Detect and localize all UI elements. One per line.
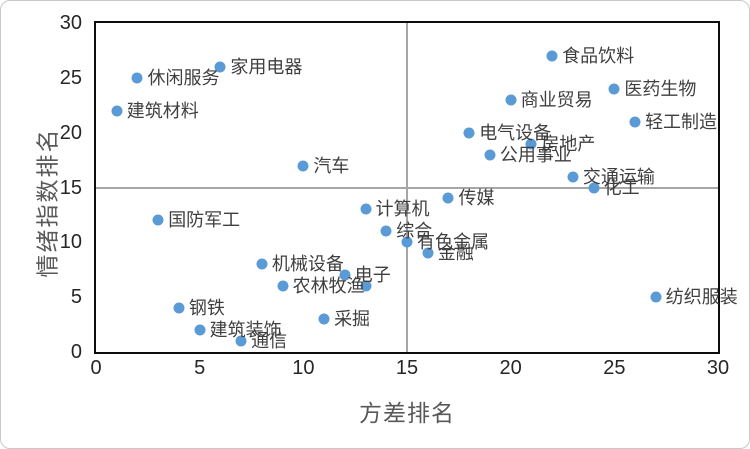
y-tick-label: 25: [59, 66, 82, 89]
data-point-label: 金融: [437, 243, 474, 264]
data-point-label: 有色金属: [417, 232, 489, 253]
data-point: [629, 116, 641, 128]
data-point-label: 计算机: [375, 199, 430, 220]
data-point: [484, 149, 496, 161]
data-point: [380, 225, 392, 237]
data-point: [214, 61, 226, 73]
data-point-label: 采掘: [334, 309, 371, 330]
data-point: [318, 313, 330, 325]
data-point: [422, 247, 434, 259]
data-point: [463, 127, 475, 139]
data-point-label: 综合: [396, 221, 433, 242]
y-tick-label: 0: [70, 341, 82, 363]
data-point: [588, 182, 600, 193]
data-point-label: 化工: [603, 177, 640, 198]
data-point: [505, 94, 517, 106]
data-point: [131, 72, 143, 84]
x-tick-label: 0: [90, 357, 102, 379]
data-point: [256, 258, 268, 270]
data-point: [650, 291, 662, 303]
data-point-label: 农林牧渔: [292, 276, 365, 297]
x-tick-label: 10: [292, 357, 315, 379]
x-tick-label: 5: [194, 357, 206, 379]
data-point-label: 房地产: [541, 133, 596, 154]
data-point: [608, 83, 620, 95]
y-tick-label: 30: [59, 12, 82, 34]
y-tick-label: 15: [59, 176, 82, 199]
data-point: [546, 50, 558, 62]
data-point: [360, 280, 372, 292]
data-point-label: 家用电器: [230, 56, 303, 77]
x-tick-label: 25: [603, 357, 626, 379]
data-point-label: 交通运输: [582, 166, 655, 187]
data-point: [152, 214, 164, 226]
data-point: [525, 138, 537, 150]
data-point: [235, 335, 247, 347]
data-point: [194, 324, 206, 336]
x-tick-label: 20: [499, 357, 522, 379]
y-tick-label: 5: [70, 286, 82, 309]
data-point-label: 机械设备: [271, 254, 344, 275]
data-point: [173, 302, 185, 314]
data-point-label: 电子: [354, 265, 391, 286]
reference-line-horizontal: [96, 186, 718, 189]
data-point-label: 传媒: [458, 188, 495, 209]
data-point: [360, 203, 372, 215]
data-point-label: 电气设备: [479, 122, 552, 143]
y-tick-label: 10: [59, 231, 82, 254]
x-tick-label: 30: [706, 357, 730, 379]
data-point: [277, 280, 289, 292]
data-point: [339, 269, 351, 281]
data-point-label: 医药生物: [624, 78, 697, 99]
data-point-label: 纺织服装: [665, 287, 738, 308]
data-point: [297, 160, 309, 172]
data-point-label: 食品饮料: [562, 45, 635, 66]
data-point-label: 国防军工: [168, 210, 241, 231]
data-point-label: 建筑材料: [126, 100, 199, 121]
plot-area: 建筑材料 休闲服务国防军工钢铁 建筑装饰 家用电器通信 机械设备 农林牧渔 汽车采掘 电子 计算…: [94, 21, 738, 354]
x-tick-label: 15: [395, 357, 419, 379]
data-point-label: 通信: [251, 331, 288, 352]
data-point: [111, 105, 123, 117]
data-point-label: 休闲服务: [147, 67, 220, 88]
data-point-label: 轻工制造: [645, 111, 718, 132]
data-point-label: 商业贸易: [520, 89, 593, 110]
x-axis-title: 方差排名: [359, 401, 455, 426]
data-point: [567, 171, 579, 183]
data-point-label: 钢铁: [188, 298, 225, 319]
data-point-label: 建筑装饰: [209, 320, 282, 341]
data-point-label: 公用事业: [499, 144, 572, 165]
y-tick-label: 20: [59, 121, 82, 144]
data-point-label: 汽车: [313, 155, 350, 176]
data-point: [401, 236, 413, 248]
data-point: [442, 192, 454, 204]
